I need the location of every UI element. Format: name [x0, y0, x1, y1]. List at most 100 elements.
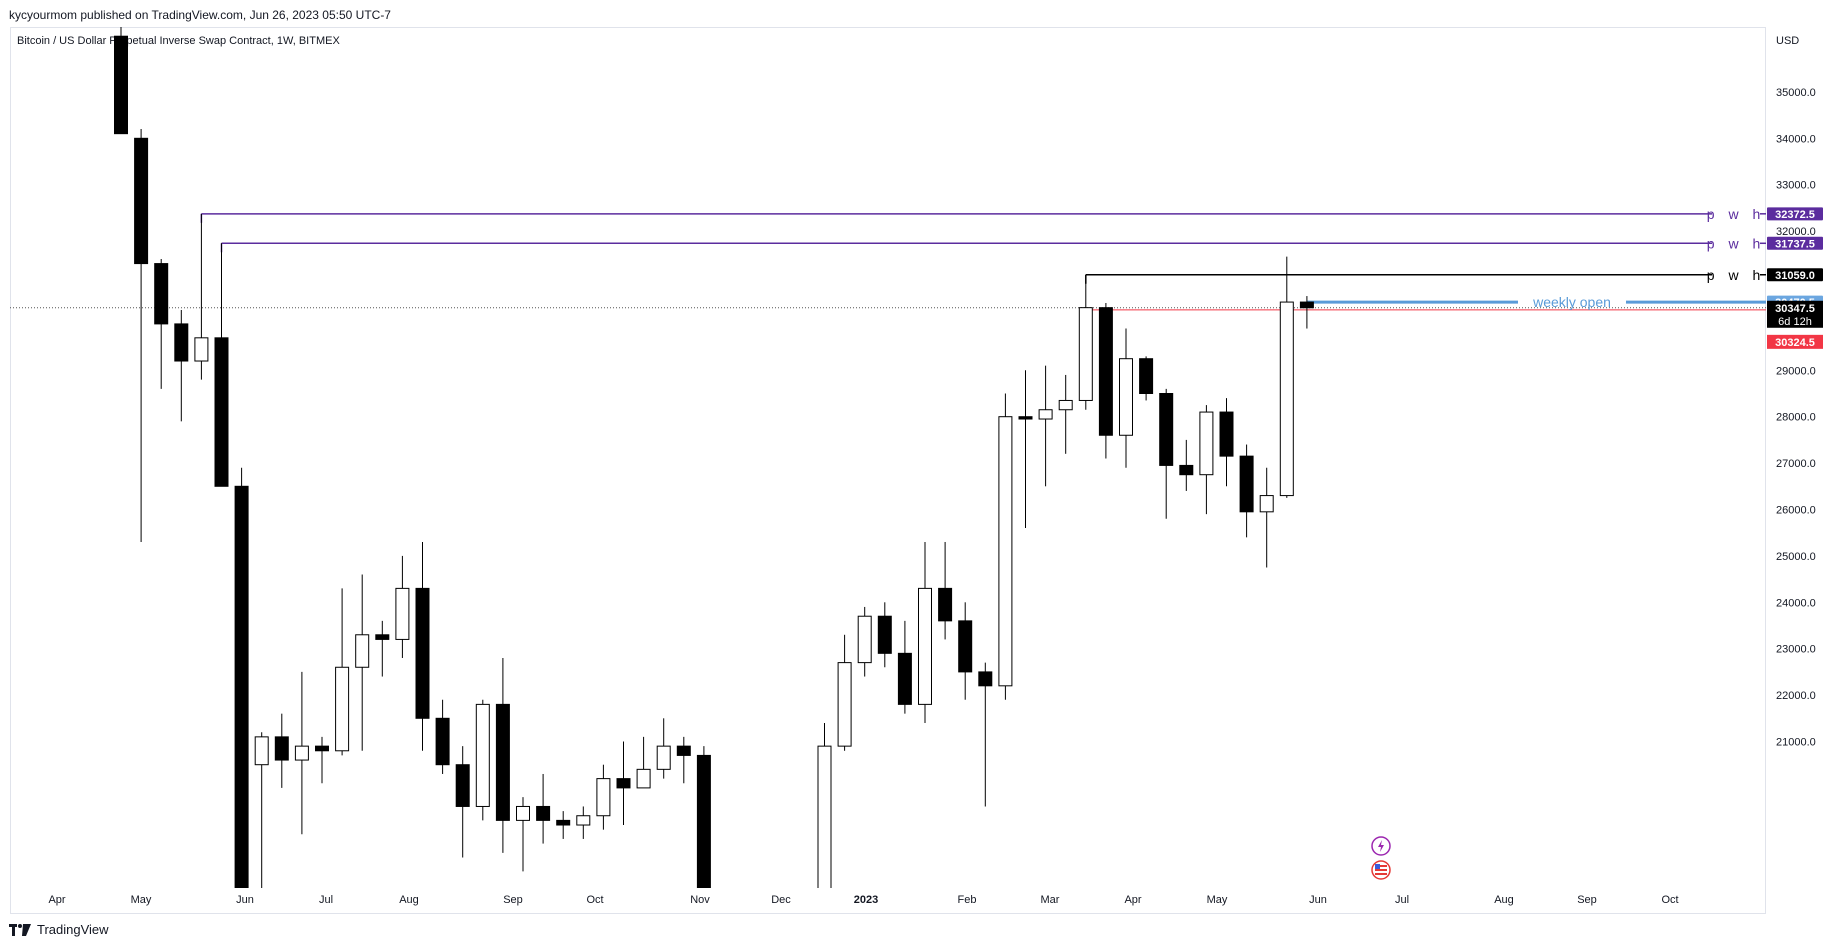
candle-body: [556, 819, 571, 826]
red-price-badge-bg: [1767, 334, 1823, 349]
y-tick-label: 34000.0: [1776, 133, 1816, 145]
candle: [1058, 374, 1073, 454]
x-tick-label: Nov: [690, 894, 710, 906]
candle: [455, 746, 470, 858]
candle: [938, 541, 953, 640]
candle: [335, 588, 350, 756]
candle: [516, 797, 530, 872]
candle-body: [738, 927, 751, 936]
candle: [576, 806, 591, 839]
candle-body: [1159, 393, 1174, 466]
candle: [114, 27, 128, 135]
time-axis: Apr May Jun Jul Aug Sep Oct Nov Dec 2023 Feb Mar Apr…: [48, 894, 1678, 906]
candle: [315, 736, 329, 784]
candle: [676, 736, 691, 784]
candle-body: [315, 745, 329, 752]
candle: [495, 657, 510, 853]
candle-body: [355, 634, 370, 668]
candle: [778, 932, 791, 947]
candle: [738, 909, 751, 947]
level-label: p w h: [1707, 267, 1765, 283]
y-tick-label: 33000.0: [1776, 180, 1816, 192]
candle-body: [294, 745, 309, 761]
candle-body: [656, 745, 671, 770]
candle: [214, 243, 229, 487]
price-badge-text: 31737.5: [1775, 238, 1815, 250]
candle: [616, 741, 631, 826]
x-tick-label: Feb: [958, 894, 977, 906]
tradingview-logo-icon: [9, 923, 31, 936]
currency-label: USD: [1776, 35, 1799, 47]
candle-body: [214, 337, 229, 487]
price-badge: 31737.5: [1767, 236, 1823, 250]
x-tick-label: Mar: [1041, 894, 1060, 906]
x-tick-label: Aug: [1494, 894, 1514, 906]
candle-body: [536, 805, 551, 821]
us-flag-stripe: [1375, 865, 1387, 867]
last-price-badge: 30347.56d 12h: [1767, 300, 1823, 328]
chart-frame: [10, 27, 1766, 914]
candle: [556, 811, 571, 839]
candle: [194, 213, 209, 380]
candle-body: [636, 768, 651, 789]
candle: [254, 732, 269, 888]
footer-brand: TradingView: [37, 922, 109, 937]
x-tick-label: Sep: [1577, 894, 1597, 906]
candle-body: [877, 615, 892, 654]
candle-body: [1239, 455, 1254, 513]
candle: [1299, 296, 1314, 329]
x-tick-label: Jun: [1309, 894, 1327, 906]
candle-body: [495, 703, 510, 821]
red-price-text: 30324.5: [1775, 337, 1815, 349]
candle-body: [1179, 464, 1194, 476]
candle: [958, 602, 973, 700]
level-lines: p w h p w h p w h weekly open: [10, 206, 1766, 311]
candle: [1259, 467, 1274, 568]
y-tick-label: 22000.0: [1776, 690, 1816, 702]
candle-body: [1058, 399, 1073, 411]
price-badge: 32372.5: [1767, 207, 1823, 221]
candle-body: [335, 666, 350, 752]
candle: [154, 258, 169, 389]
candle: [415, 541, 430, 751]
lightning-icon: [1371, 836, 1391, 856]
candle: [978, 662, 993, 807]
candle-body: [435, 717, 450, 766]
candle-body: [1219, 411, 1234, 457]
y-tick-label: 27000.0: [1776, 458, 1816, 470]
y-tick-label: 25000.0: [1776, 551, 1816, 563]
x-tick-label: Apr: [1124, 894, 1141, 906]
x-tick-label: Oct: [586, 894, 603, 906]
candle-body: [576, 815, 591, 826]
level-label: p w h: [1707, 235, 1765, 251]
candle: [375, 620, 390, 677]
event-icons: [1371, 836, 1391, 880]
x-tick-label: Oct: [1661, 894, 1678, 906]
candle-body: [455, 764, 470, 807]
candle-body: [1259, 495, 1274, 513]
candle-body: [616, 778, 631, 789]
us-flag-canton: [1375, 864, 1380, 869]
candle: [1219, 398, 1234, 487]
candle: [1239, 444, 1254, 538]
candle-body: [234, 485, 249, 888]
candle: [1159, 388, 1174, 519]
candle: [1139, 356, 1154, 401]
candle: [596, 764, 611, 830]
candle-body: [718, 927, 731, 947]
y-tick-label: 24000.0: [1776, 597, 1816, 609]
candle: [475, 699, 490, 821]
published-line: kycyourmom published on TradingView.com,…: [9, 8, 391, 22]
level-line: p w h: [1085, 267, 1766, 284]
x-tick-label: Jul: [319, 894, 333, 906]
candle-body: [938, 587, 953, 622]
us-flag-stripe: [1375, 873, 1387, 875]
candle: [134, 129, 149, 542]
price-badge-text: 31059.0: [1775, 270, 1815, 282]
candle-body: [415, 587, 430, 719]
y-tick-label: 26000.0: [1776, 505, 1816, 517]
us-flag-icon: [1371, 860, 1391, 880]
price-axis: USD 35000.0 34000.0 33000.0 32000.0 29000.0 28…: [1767, 35, 1823, 749]
candle: [998, 393, 1013, 700]
